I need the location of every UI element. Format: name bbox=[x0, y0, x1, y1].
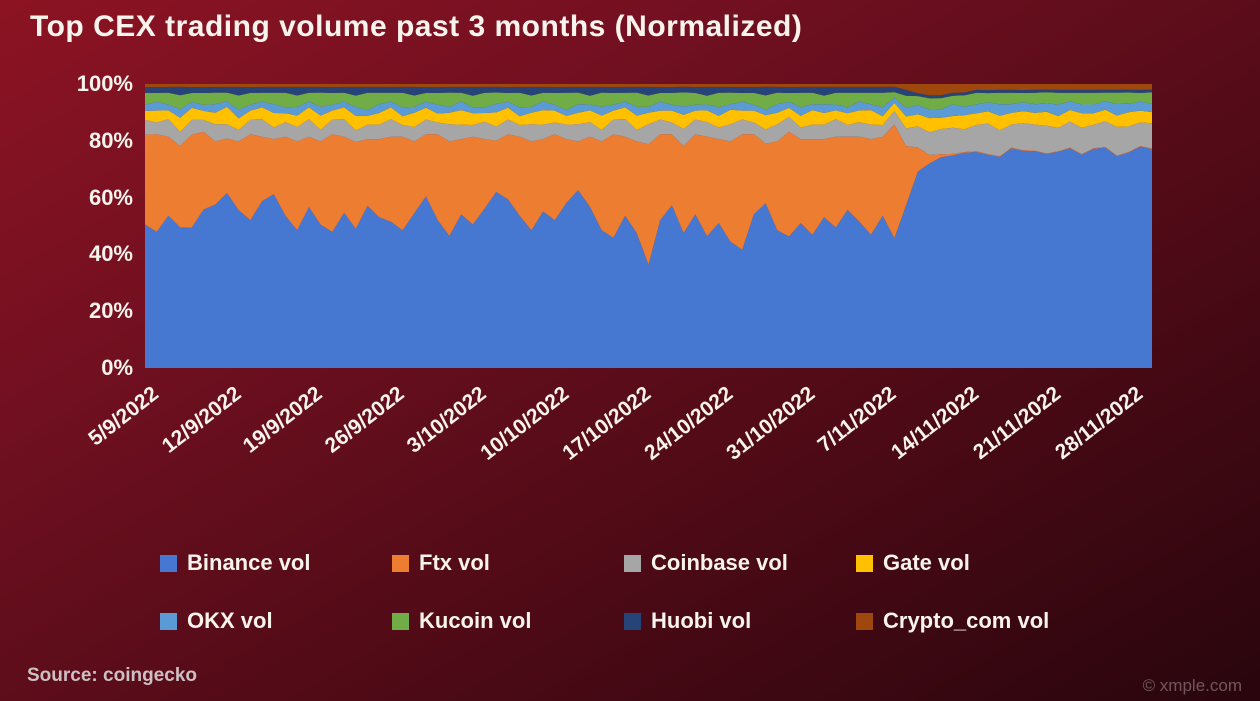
legend-swatch-coinbase-vol bbox=[624, 554, 641, 572]
legend-item-binance-vol: Binance vol bbox=[160, 550, 392, 576]
x-axis-label-19-9-2022: 19/9/2022 bbox=[239, 382, 328, 458]
legend-label-binance-vol: Binance vol bbox=[187, 550, 311, 575]
y-axis-label-40: 40% bbox=[88, 241, 133, 267]
legend-label-gate-vol: Gate vol bbox=[883, 550, 970, 575]
x-axis-label-31-10-2022: 31/10/2022 bbox=[721, 382, 819, 465]
x-axis-label-21-11-2022: 21/11/2022 bbox=[968, 382, 1065, 465]
area-gate-vol bbox=[145, 102, 1152, 133]
legend-label-coinbase-vol: Coinbase vol bbox=[651, 550, 788, 575]
legend-label-huobi-vol: Huobi vol bbox=[651, 608, 752, 633]
legend-swatch-kucoin-vol bbox=[392, 612, 409, 630]
area-okx-vol bbox=[145, 97, 1152, 119]
x-axis-label-5-9-2022: 5/9/2022 bbox=[84, 382, 164, 451]
legend-label-ftx-vol: Ftx vol bbox=[419, 550, 490, 575]
area-binance-vol bbox=[145, 146, 1152, 368]
watermark: © xmple.com bbox=[1142, 676, 1242, 695]
y-axis-label-20: 20% bbox=[88, 298, 133, 324]
x-axis-label-26-9-2022: 26/9/2022 bbox=[321, 382, 410, 458]
legend-item-kucoin-vol: Kucoin vol bbox=[392, 608, 624, 634]
y-axis-label-80: 80% bbox=[88, 127, 133, 153]
legend-item-huobi-vol: Huobi vol bbox=[624, 608, 856, 634]
legend-label-okx-vol: OKX vol bbox=[187, 608, 273, 633]
chart-plot bbox=[145, 84, 1152, 368]
legend-swatch-ftx-vol bbox=[392, 554, 409, 572]
area-huobi-vol bbox=[145, 86, 1152, 99]
legend-item-okx-vol: OKX vol bbox=[160, 608, 392, 634]
legend-label-kucoin-vol: Kucoin vol bbox=[419, 608, 532, 633]
source-text: Source: coingecko bbox=[27, 665, 197, 686]
x-axis-label-24-10-2022: 24/10/2022 bbox=[639, 382, 737, 465]
legend-item-ftx-vol: Ftx vol bbox=[392, 550, 624, 576]
legend-swatch-binance-vol bbox=[160, 554, 177, 572]
area-kucoin-vol bbox=[145, 92, 1152, 111]
legend: Binance vol Ftx vol Coinbase vol Gate vol OK… bbox=[160, 550, 1106, 634]
legend-label-crypto-com-vol: Crypto_com vol bbox=[883, 608, 1050, 633]
y-axis-label-60: 60% bbox=[88, 184, 133, 210]
y-axis-label-100: 100% bbox=[76, 71, 133, 96]
x-axis-label-10-10-2022: 10/10/2022 bbox=[475, 382, 573, 465]
chart-title: Top CEX trading volume past 3 months (No… bbox=[30, 10, 803, 43]
y-axis-label-0: 0% bbox=[101, 355, 133, 380]
area-coinbase-vol bbox=[145, 111, 1152, 157]
legend-swatch-crypto-com-vol bbox=[856, 612, 873, 630]
x-axis-label-28-11-2022: 28/11/2022 bbox=[1050, 382, 1147, 465]
legend-item-crypto-com-vol: Crypto_com vol bbox=[856, 608, 1106, 634]
x-axis-label-14-11-2022: 14/11/2022 bbox=[886, 382, 983, 465]
legend-item-coinbase-vol: Coinbase vol bbox=[624, 550, 856, 576]
legend-swatch-okx-vol bbox=[160, 612, 177, 630]
legend-swatch-gate-vol bbox=[856, 554, 873, 572]
area-ftx-vol bbox=[145, 124, 1152, 265]
area-crypto-com-vol bbox=[145, 84, 1152, 96]
legend-swatch-huobi-vol bbox=[624, 612, 641, 630]
x-axis-label-17-10-2022: 17/10/2022 bbox=[557, 382, 655, 465]
x-axis-label-12-9-2022: 12/9/2022 bbox=[157, 382, 246, 458]
legend-item-gate-vol: Gate vol bbox=[856, 550, 1106, 576]
